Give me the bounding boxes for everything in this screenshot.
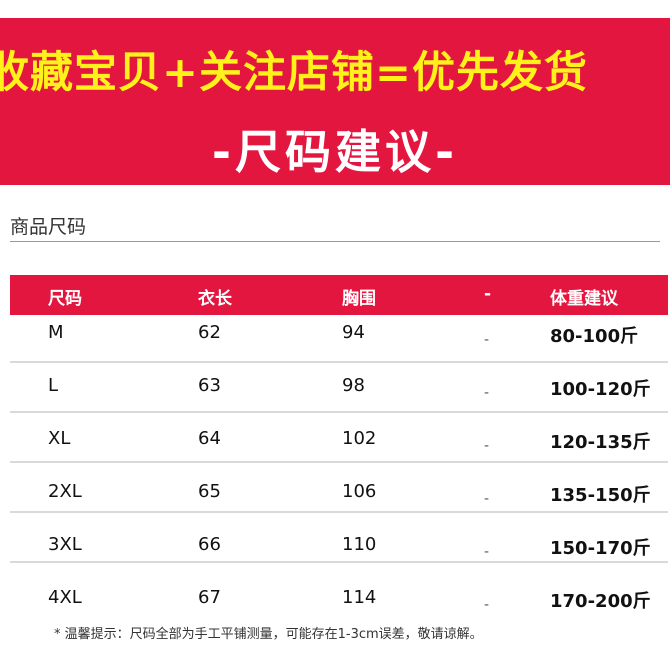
row-divider [10,461,668,463]
size-cell: M [48,322,64,343]
header-weight: 体重建议 [550,289,618,309]
length-cell: 62 [198,322,221,343]
table-row: 3XL 66 110 - 150-170斤 [10,530,668,580]
section-title: 商品尺码 [10,216,87,238]
length-cell: 67 [198,587,221,608]
length-cell: 65 [198,481,221,502]
chest-cell: 106 [342,481,377,502]
length-cell: 63 [198,375,221,396]
chest-cell: 114 [342,587,377,608]
chest-cell: 110 [342,534,377,555]
header-size: 尺码 [48,289,82,309]
size-cell: 2XL [48,481,82,502]
length-cell: 66 [198,534,221,555]
row-divider [10,561,668,563]
weight-cell: 100-120斤 [550,379,651,400]
header-chest: 胸围 [342,289,376,309]
header-blank: - [484,284,492,304]
length-cell: 64 [198,428,221,449]
weight-cell: 120-135斤 [550,432,651,453]
header-length: 衣长 [198,289,232,309]
table-row: 4XL 67 114 - 170-200斤 [10,583,668,633]
banner-subtitle: -尺码建议- [211,125,459,179]
size-table-header: 尺码 衣长 胸围 - 体重建议 [10,275,668,315]
table-row: XL 64 102 - 120-135斤 [10,424,668,474]
weight-cell: 170-200斤 [550,591,651,612]
chest-cell: 98 [342,375,365,396]
weight-cell: 80-100斤 [550,326,639,347]
section-divider [10,241,660,242]
size-cell: 3XL [48,534,82,555]
banner-headline: 收藏宝贝+关注店铺=优先发货 [0,48,589,98]
weight-cell: 135-150斤 [550,485,651,506]
blank-cell: - [484,597,490,613]
measurement-note: * 温馨提示：尺码全部为手工平铺测量，可能存在1-3cm误差，敬请谅解。 [54,627,483,642]
blank-cell: - [484,544,490,560]
table-row: M 62 94 - 80-100斤 [10,318,668,368]
chest-cell: 102 [342,428,377,449]
weight-cell: 150-170斤 [550,538,651,559]
blank-cell: - [484,438,490,454]
table-row: 2XL 65 106 - 135-150斤 [10,477,668,527]
blank-cell: - [484,491,490,507]
size-cell: L [48,375,59,396]
row-divider [10,411,668,413]
size-cell: 4XL [48,587,82,608]
row-divider [10,511,668,513]
blank-cell: - [484,385,490,401]
table-row: L 63 98 - 100-120斤 [10,371,668,421]
blank-cell: - [484,332,490,348]
chest-cell: 94 [342,322,365,343]
promo-banner: 收藏宝贝+关注店铺=优先发货 -尺码建议- [0,18,670,185]
size-cell: XL [48,428,71,449]
row-divider [10,361,668,363]
